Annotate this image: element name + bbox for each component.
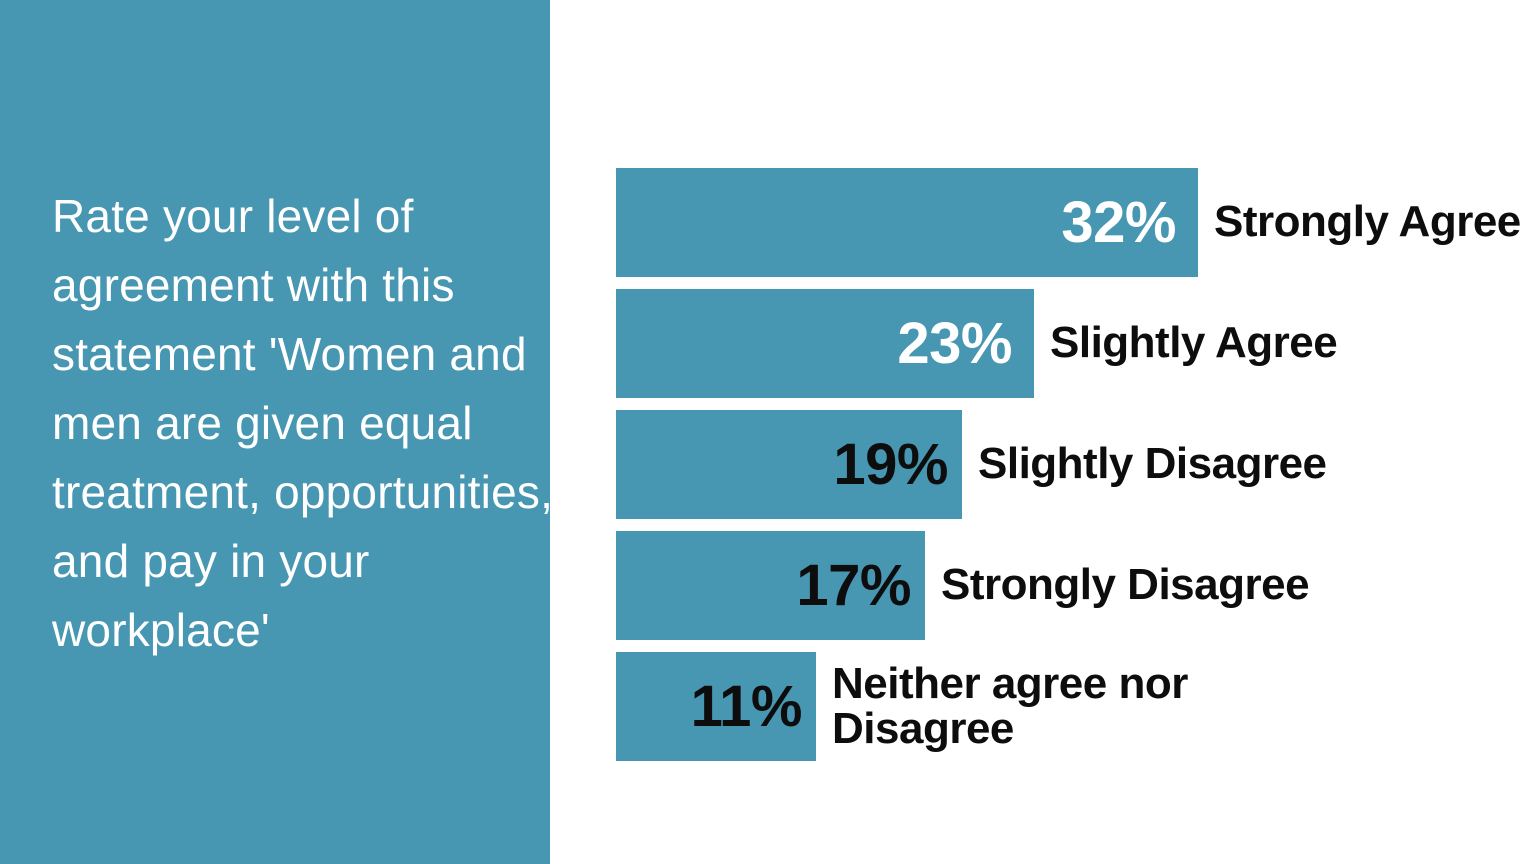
- category-label-slightly-disagree: Slightly Disagree: [978, 439, 1327, 489]
- bar-row-strongly-disagree: 17% Strongly Disagree: [616, 531, 1536, 640]
- question-line: workplace': [52, 604, 270, 656]
- bar-row-neither: 11% Neither agree nor Disagree: [616, 652, 1536, 761]
- question-line: men are given equal: [52, 397, 473, 449]
- bar-slightly-agree: 23%: [616, 289, 1034, 398]
- category-label-strongly-disagree: Strongly Disagree: [941, 560, 1310, 610]
- value-label-neither: 11%: [690, 673, 803, 739]
- value-label-slightly-agree: 23%: [897, 310, 1012, 376]
- category-label-slightly-agree: Slightly Agree: [1050, 318, 1338, 368]
- question-text: Rate your level of agreement with this s…: [52, 182, 554, 665]
- question-line: and pay in your: [52, 535, 370, 587]
- bar-neither: 11%: [616, 652, 816, 761]
- bar-row-strongly-agree: 32% Strongly Agree: [616, 168, 1536, 277]
- question-line: agreement with this: [52, 259, 455, 311]
- bar-chart: 32% Strongly Agree 23% Slightly Agree 19…: [616, 168, 1536, 773]
- category-label-neither: Neither agree nor Disagree: [832, 658, 1188, 753]
- bar-row-slightly-agree: 23% Slightly Agree: [616, 289, 1536, 398]
- bar-strongly-agree: 32%: [616, 168, 1198, 277]
- bar-slightly-disagree: 19%: [616, 410, 962, 519]
- category-label-strongly-agree: Strongly Agree: [1214, 197, 1521, 247]
- question-line: Rate your level of: [52, 190, 414, 242]
- value-label-strongly-disagree: 17%: [796, 552, 911, 618]
- question-line: treatment, opportunities,: [52, 466, 554, 518]
- bar-row-slightly-disagree: 19% Slightly Disagree: [616, 410, 1536, 519]
- bar-strongly-disagree: 17%: [616, 531, 925, 640]
- value-label-strongly-agree: 32%: [1061, 189, 1176, 255]
- question-panel: Rate your level of agreement with this s…: [0, 0, 554, 864]
- question-line: statement 'Women and: [52, 328, 527, 380]
- value-label-slightly-disagree: 19%: [833, 431, 948, 497]
